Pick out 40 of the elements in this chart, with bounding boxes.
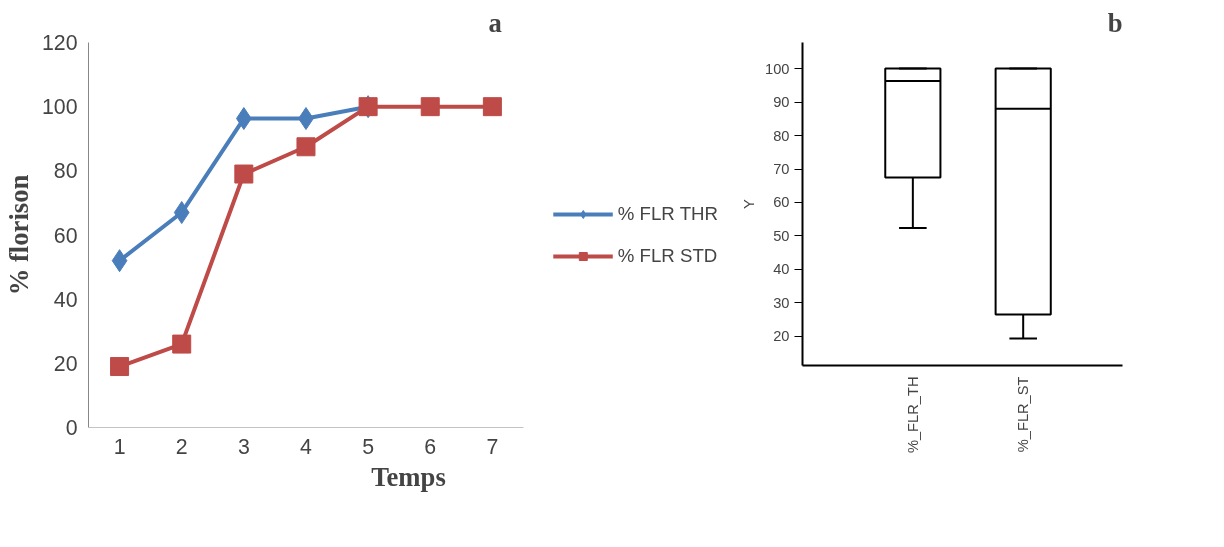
y-tick-label: 30 (773, 294, 790, 311)
y-tick-label: 60 (53, 223, 78, 248)
point (296, 137, 316, 157)
x-tick-label: %_FLR_TH (904, 376, 921, 454)
y-tick-label: 40 (773, 261, 790, 278)
y-tick-label: 20 (53, 351, 78, 376)
x-tick-label: 3 (237, 434, 250, 459)
y-tick-label: 40 (53, 287, 78, 312)
point (482, 97, 502, 117)
x-tick-label: 4 (300, 434, 313, 459)
x-tick-label: 6 (424, 434, 437, 459)
point (110, 357, 130, 377)
x-tick-label: 7 (486, 434, 499, 459)
point (234, 164, 254, 184)
x-axis-title: Temps (371, 461, 446, 492)
y-axis-title: % florison (3, 174, 34, 296)
point (173, 201, 190, 225)
y-tick-label: 120 (41, 31, 78, 55)
y-axis-title: Y (741, 198, 758, 209)
point (111, 249, 128, 273)
chart-title: b (1107, 7, 1123, 38)
y-tick-label: 100 (41, 95, 78, 120)
y-tick-label: 90 (773, 94, 790, 111)
point (420, 97, 440, 117)
y-tick-label: 80 (773, 127, 790, 144)
legend-label: % FLR STD (617, 244, 718, 267)
y-tick-label: 20 (773, 328, 790, 345)
x-tick-label: %_FLR_ST (1015, 376, 1032, 453)
legend-label: % FLR THR (617, 202, 718, 225)
chart-title: a (488, 7, 502, 38)
y-tick-label: 60 (773, 194, 790, 211)
y-tick-label: 0 (65, 416, 78, 440)
y-tick-label: 50 (773, 227, 790, 244)
y-tick-label: 80 (53, 159, 78, 184)
x-tick-label: 5 (362, 434, 375, 459)
x-tick-label: 1 (113, 434, 126, 459)
y-tick-label: 100 (765, 60, 790, 77)
point (172, 334, 192, 354)
x-tick-label: 2 (175, 434, 188, 459)
y-tick-label: 70 (773, 161, 790, 178)
